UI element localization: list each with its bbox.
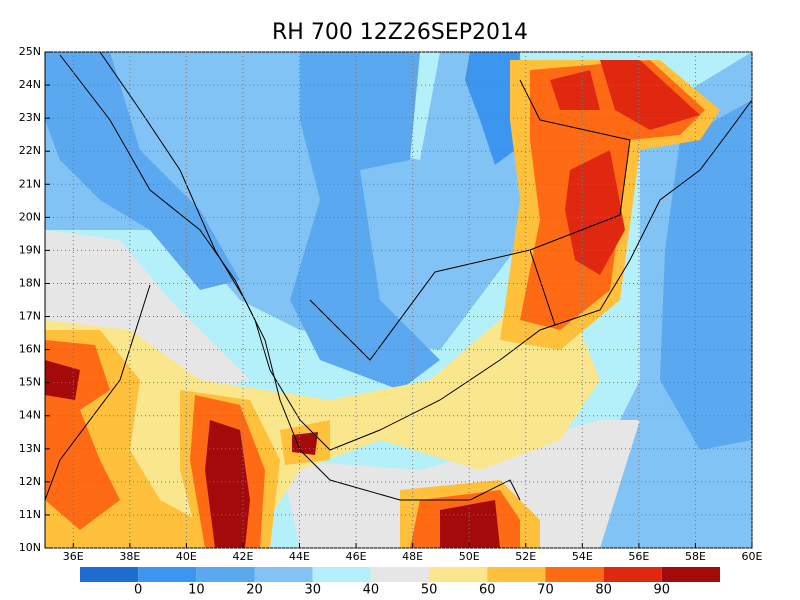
y-tick-label: 19N [19,243,41,256]
x-tick-label: 48E [402,550,423,563]
colorbar-label: 60 [479,583,496,598]
contour-field [45,52,752,548]
colorbar-swatch [487,567,546,582]
colorbar-label: 50 [421,583,438,598]
map-title: RH 700 12Z26SEP2014 [272,20,528,45]
x-tick-label: 58E [685,550,706,563]
border [529,249,556,326]
colorbar-swatch [138,567,197,582]
y-tick-label: 22N [19,144,41,157]
coastline [99,51,521,501]
y-tick-label: 15N [19,376,41,389]
colorbar-label: 20 [246,583,263,598]
colorbar-swatch [196,567,255,582]
y-tick-label: 17N [19,310,41,323]
colorbar-label: 30 [304,583,321,598]
y-tick-label: 25N [19,45,41,58]
y-tick-label: 10N [19,541,41,554]
border [44,284,151,501]
coastline [59,54,753,451]
x-tick-label: 46E [346,550,367,563]
colorbar-label: 70 [537,583,554,598]
x-tick-label: 44E [289,550,310,563]
x-tick-label: 50E [459,550,480,563]
colorbar-label: 90 [654,583,671,598]
field-fill [660,100,752,450]
y-tick-label: 16N [19,343,41,356]
field-fill [290,52,440,390]
x-tick-label: 36E [63,550,84,563]
border [309,79,631,361]
x-tick-label: 38E [119,550,140,563]
field-fill [45,360,500,548]
y-tick-label: 21N [19,177,41,190]
y-tick-label: 18N [19,276,41,289]
field-fill [550,60,700,275]
colorbar-swatch [80,567,139,582]
y-tick-label: 24N [19,78,41,91]
x-tick-label: 40E [176,550,197,563]
x-tick-label: 52E [515,550,536,563]
y-tick-label: 12N [19,475,41,488]
colorbar-swatch [545,567,604,582]
field-fill [45,52,240,290]
y-tick-label: 14N [19,409,41,422]
colorbar-swatch [661,567,720,582]
colorbar-swatch [429,567,488,582]
colorbar-label: 10 [188,583,205,598]
colorbar-swatch [254,567,313,582]
colorbar-swatch [603,567,662,582]
colorbar-swatch [312,567,371,582]
x-tick-label: 60E [742,550,763,563]
y-tick-label: 23N [19,111,41,124]
coastlines [44,51,753,501]
field-fill [465,52,520,165]
y-tick-label: 13N [19,442,41,455]
colorbar-label: 80 [595,583,612,598]
x-tick-label: 54E [572,550,593,563]
colorbar-label: 40 [363,583,380,598]
colorbar-label: 0 [134,583,142,598]
colorbar-swatch [370,567,430,582]
x-tick-label: 56E [628,550,649,563]
y-tick-label: 11N [19,508,41,521]
x-tick-label: 42E [232,550,253,563]
field-fill [45,52,530,350]
y-tick-label: 20N [19,210,41,223]
